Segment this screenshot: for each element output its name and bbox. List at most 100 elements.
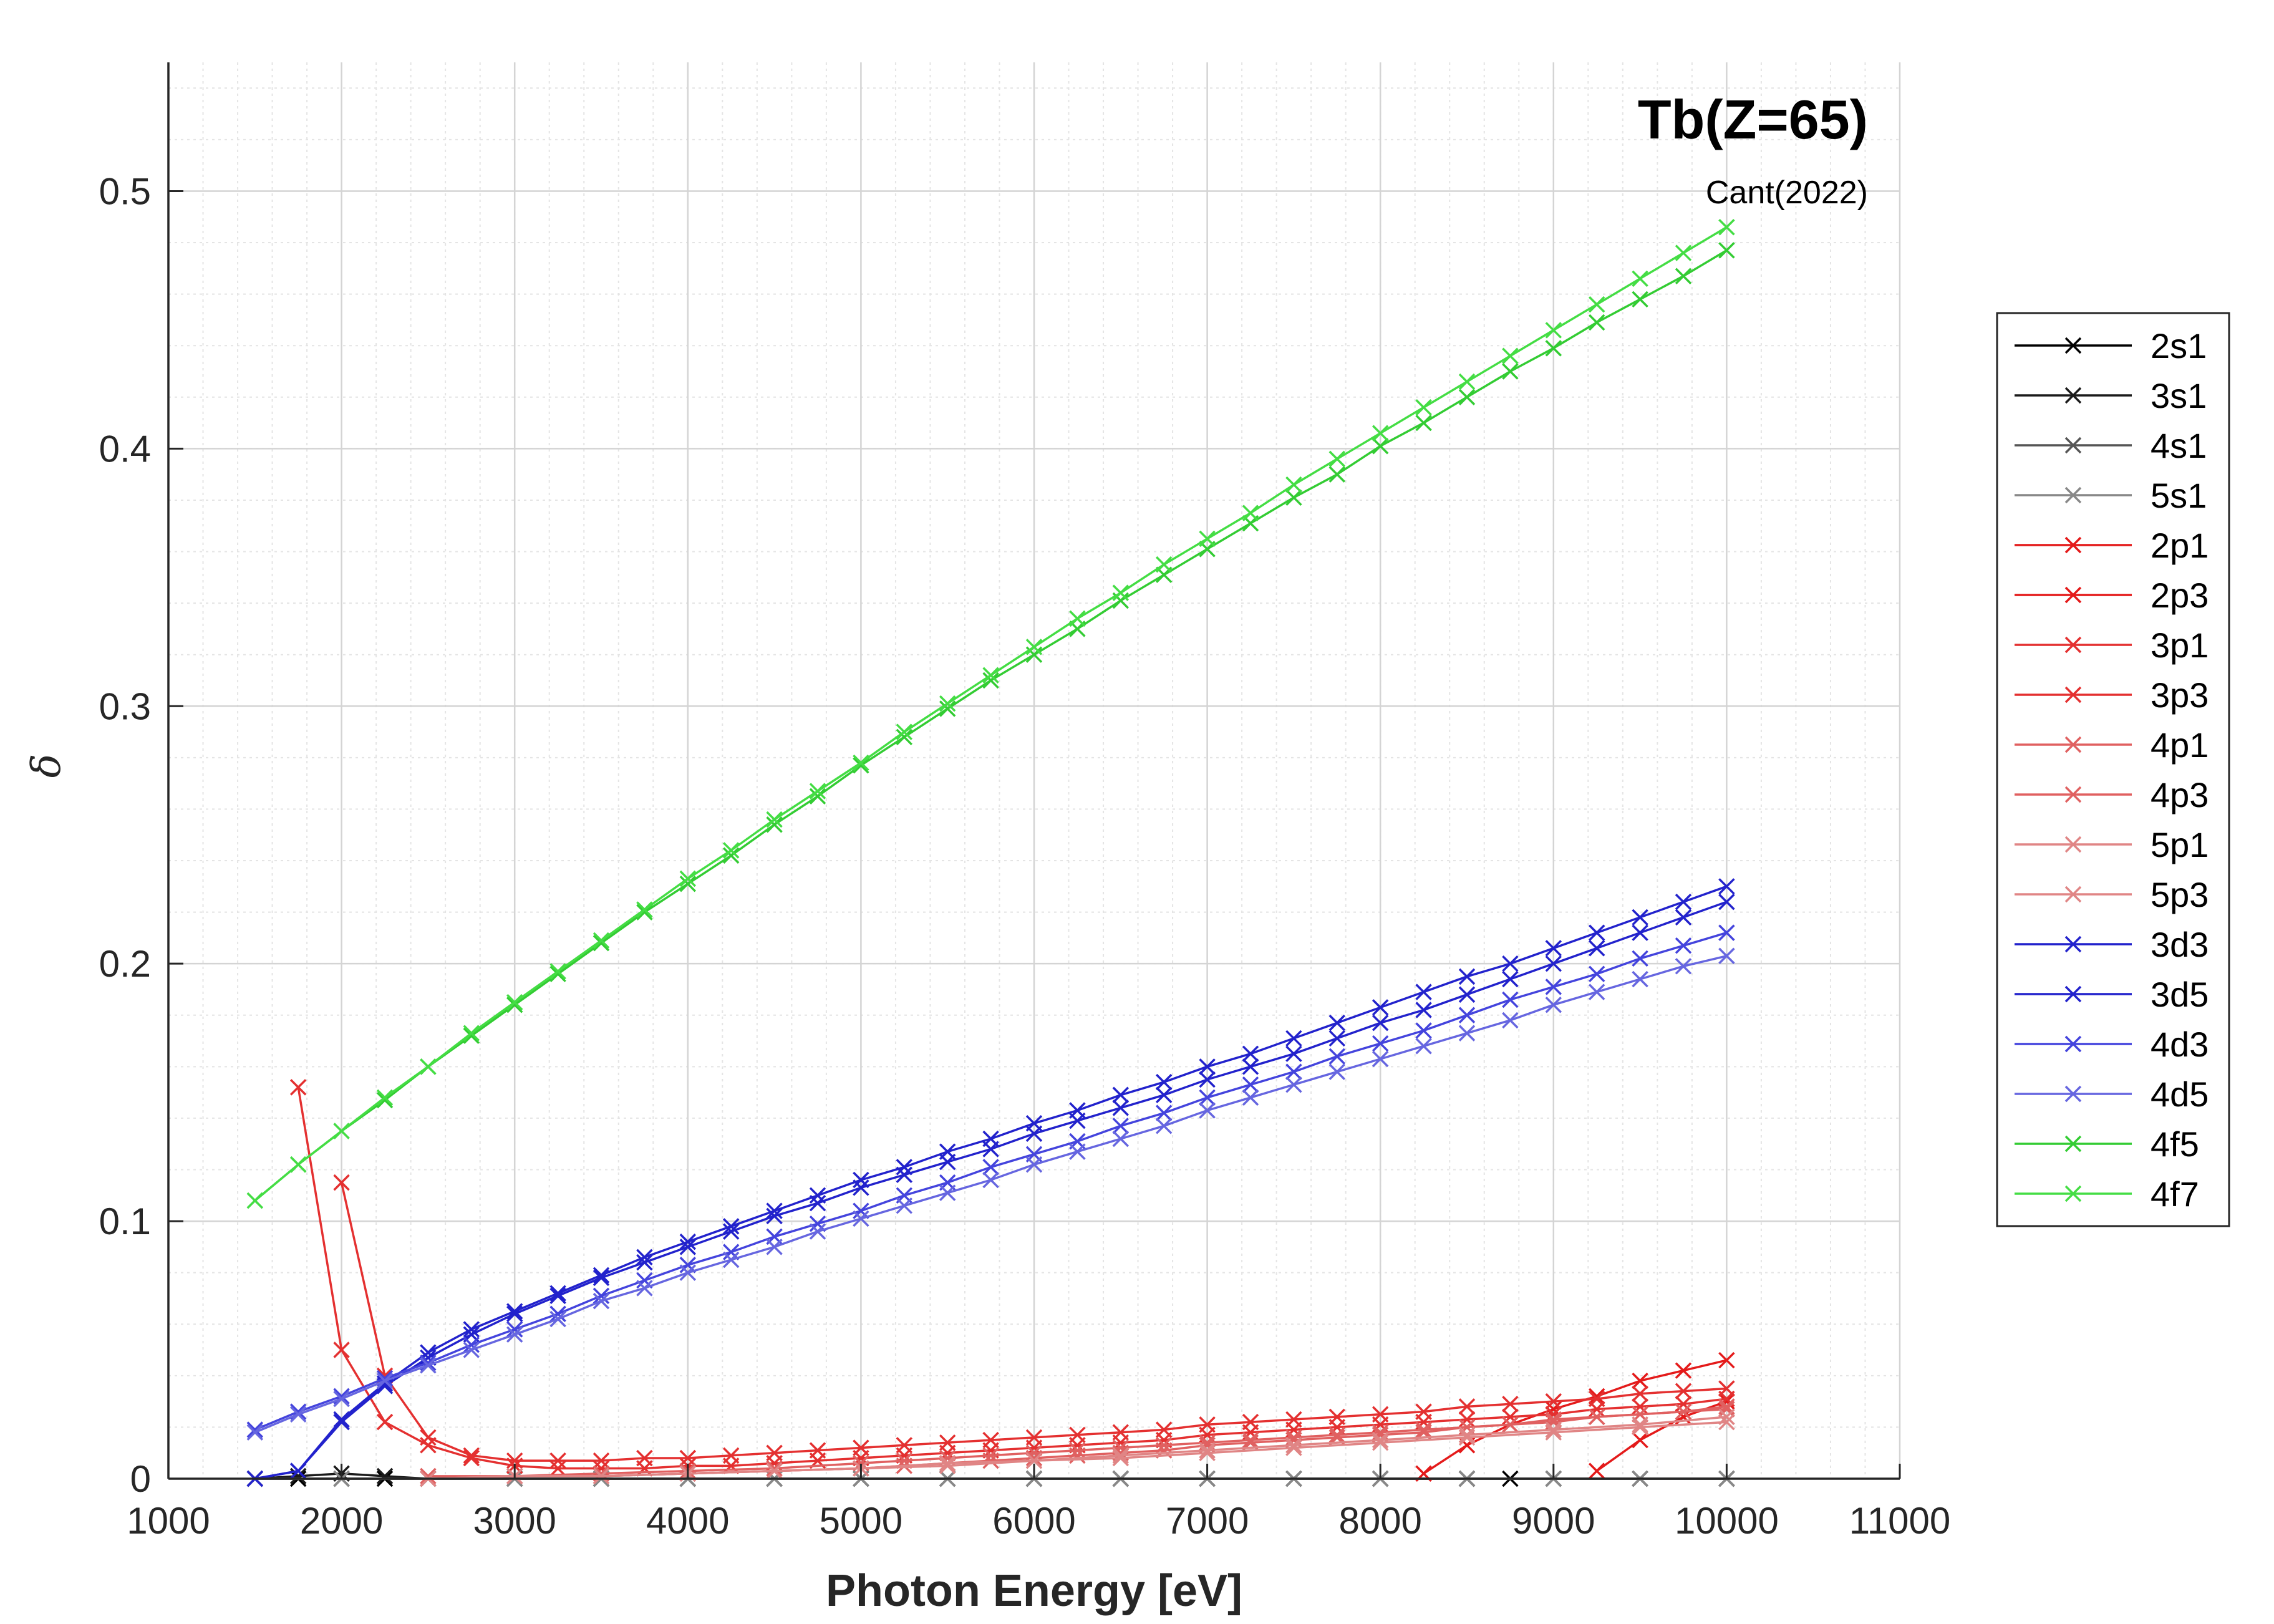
data-point-4d5 — [722, 1251, 740, 1269]
data-point-4d3 — [809, 1215, 826, 1232]
data-point-4d3 — [1328, 1048, 1346, 1065]
data-point-2p1 — [1588, 1462, 1605, 1479]
data-point-3d3 — [1242, 1045, 1259, 1062]
x-tick-label: 2000 — [300, 1500, 383, 1542]
data-point-4d5 — [463, 1341, 480, 1358]
data-point-3p1 — [1458, 1398, 1476, 1415]
x-tick-label: 8000 — [1338, 1500, 1421, 1542]
legend-label: 4f5 — [2151, 1124, 2199, 1164]
data-point-5p1 — [1458, 1426, 1476, 1444]
data-point-3d5 — [593, 1269, 610, 1287]
data-point-5p3 — [1458, 1429, 1476, 1446]
data-point-4f5 — [722, 847, 740, 864]
data-point-4d5 — [420, 1357, 437, 1374]
legend-label: 5s1 — [2151, 476, 2207, 515]
y-tick-label: 0.1 — [99, 1201, 151, 1242]
data-point-4p3 — [1675, 1403, 1692, 1420]
data-point-3p1 — [679, 1449, 697, 1467]
data-point-4p3 — [982, 1447, 999, 1464]
data-point-3d5 — [1069, 1112, 1086, 1129]
data-point-4f5 — [1675, 268, 1692, 284]
legend-label: 4p1 — [2151, 725, 2209, 765]
data-point-3d3 — [333, 1411, 350, 1428]
series-line-4p3 — [428, 1408, 1727, 1477]
data-point-5p1 — [1199, 1442, 1216, 1459]
data-point-4d5 — [1675, 958, 1692, 975]
data-point-4f5 — [1458, 389, 1476, 406]
data-point-4d3 — [1632, 950, 1648, 967]
legend-swatch-marker — [2064, 486, 2082, 504]
data-point-3p3 — [463, 1449, 480, 1467]
data-point-4d5 — [506, 1326, 523, 1343]
data-point-4f7 — [1545, 322, 1562, 339]
data-point-3d5 — [766, 1207, 783, 1225]
data-point-4f7 — [1502, 347, 1519, 364]
data-point-3p1 — [463, 1447, 480, 1464]
data-point-4f7 — [376, 1089, 394, 1106]
data-point-3p1 — [333, 1174, 350, 1191]
legend-swatch-marker — [2064, 636, 2082, 654]
data-point-4d5 — [1242, 1089, 1259, 1106]
data-point-3d5 — [1285, 1045, 1302, 1062]
legend-swatch-marker — [2064, 985, 2082, 1003]
data-point-4p3 — [420, 1467, 437, 1485]
data-point-3p1 — [1545, 1393, 1562, 1410]
data-point-3d3 — [1545, 940, 1562, 957]
minor-grid — [168, 62, 1900, 1479]
data-point-3p1 — [549, 1452, 566, 1469]
data-point-4f5 — [1502, 363, 1519, 380]
data-point-3d3 — [1675, 893, 1692, 911]
series-3d5 — [246, 893, 1735, 1487]
legend-item: 3d3 — [2015, 925, 2209, 964]
y-tick-label: 0.3 — [99, 685, 151, 727]
x-tick-label: 6000 — [992, 1500, 1075, 1542]
data-point-4f5 — [939, 700, 956, 717]
data-point-3d5 — [809, 1194, 826, 1212]
legend-label: 4p3 — [2151, 775, 2209, 814]
y-tick-label: 0.2 — [99, 943, 151, 985]
series-4d5 — [246, 947, 1735, 1441]
data-point-2p3 — [1588, 1388, 1605, 1405]
data-point-4d5 — [1415, 1038, 1432, 1055]
data-point-3d5 — [722, 1223, 740, 1240]
data-point-3d3 — [463, 1321, 480, 1338]
data-point-3p3 — [1458, 1411, 1476, 1428]
legend-swatch-marker — [2064, 337, 2082, 354]
data-point-2p3 — [1632, 1372, 1648, 1390]
legend-item: 4d3 — [2015, 1025, 2209, 1064]
data-point-4f7 — [722, 842, 740, 859]
data-point-3d5 — [549, 1287, 566, 1305]
data-point-5p3 — [1632, 1419, 1648, 1436]
data-point-3d5 — [1632, 924, 1648, 941]
data-point-4d3 — [549, 1305, 566, 1322]
data-point-3d5 — [679, 1239, 697, 1255]
data-point-4f7 — [1588, 296, 1605, 313]
data-point-3d5 — [1415, 1002, 1432, 1018]
legend-swatch-marker — [2064, 686, 2082, 703]
data-point-4f7 — [333, 1123, 350, 1139]
data-point-4f7 — [1069, 610, 1086, 627]
data-point-4d3 — [1502, 991, 1519, 1008]
data-point-5p3 — [1718, 1413, 1735, 1431]
data-point-4f7 — [549, 963, 566, 980]
data-point-5p3 — [1199, 1444, 1216, 1461]
data-point-4d5 — [593, 1292, 610, 1310]
data-point-4d5 — [1155, 1118, 1173, 1134]
data-point-3d5 — [982, 1141, 999, 1158]
data-point-5p3 — [1112, 1449, 1130, 1467]
legend: 2s1 3s1 4s1 5s1 2p1 2p3 3p1 3p3 4p1 4p3 5p1 5p3 3d3 3… — [1996, 312, 2230, 1227]
data-point-4d5 — [1458, 1025, 1476, 1042]
data-point-3d5 — [1328, 1030, 1346, 1047]
data-point-4d5 — [809, 1223, 826, 1240]
x-tick-label: 9000 — [1512, 1500, 1595, 1542]
data-point-4f5 — [1588, 314, 1605, 331]
data-point-4d5 — [1718, 947, 1735, 965]
data-point-4f5 — [1718, 242, 1735, 259]
data-point-5p3 — [766, 1462, 783, 1479]
series-line-3p3 — [297, 1087, 1727, 1470]
legend-item: 4f7 — [2015, 1174, 2199, 1214]
data-point-4f7 — [1632, 270, 1648, 288]
data-point-3d5 — [1675, 909, 1692, 926]
legend-label: 2p3 — [2151, 576, 2209, 615]
x-tick-label: 11000 — [1849, 1500, 1950, 1542]
